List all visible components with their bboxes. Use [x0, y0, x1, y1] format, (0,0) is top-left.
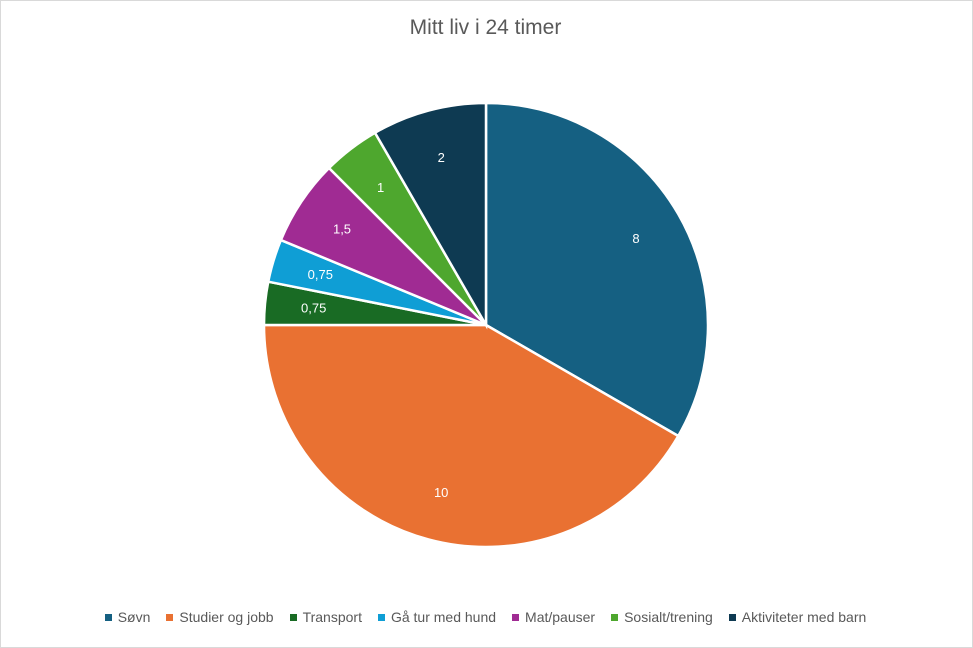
legend-item: Sosialt/trening: [611, 609, 713, 625]
data-label: 0,75: [308, 267, 333, 282]
legend-item: Mat/pauser: [512, 609, 595, 625]
legend-label: Søvn: [117, 609, 151, 625]
legend-swatch: [728, 613, 736, 621]
pie-slice-2: [262, 323, 680, 549]
legend-swatch: [512, 613, 520, 621]
legend-swatch: [104, 613, 112, 621]
data-label: 10: [434, 485, 448, 500]
legend-item: Studier og jobb: [166, 609, 274, 625]
legend-item: Transport: [289, 609, 362, 625]
legend-label: Gå tur med hund: [390, 609, 497, 625]
data-label: 8: [632, 231, 639, 246]
legend-label: Studier og jobb: [179, 609, 274, 625]
legend-swatch: [377, 613, 385, 621]
legend-label: Sosialt/trening: [624, 609, 713, 625]
legend-item: Søvn: [104, 609, 151, 625]
pie-slice-7: [373, 101, 488, 330]
legend-item: Aktiviteter med barn: [728, 609, 867, 625]
chart-title: Mitt liv i 24 timer: [409, 16, 562, 39]
legend-swatch: [166, 613, 174, 621]
legend-item: Gå tur med hund: [377, 609, 497, 625]
legend-swatch: [289, 613, 297, 621]
legend-label: Mat/pauser: [525, 609, 596, 625]
pie-slice-1: [484, 101, 710, 438]
data-label: 1,5: [333, 221, 351, 236]
data-label: 2: [438, 150, 445, 165]
legend-swatch: [611, 613, 619, 621]
legend: Søvn Studier og jobb Transport Gå tur med h…: [0, 609, 971, 625]
data-label: 1: [377, 180, 384, 195]
legend-label: Transport: [302, 609, 362, 625]
data-label: 0,75: [301, 301, 326, 316]
legend-label: Aktiviteter med barn: [741, 609, 867, 625]
